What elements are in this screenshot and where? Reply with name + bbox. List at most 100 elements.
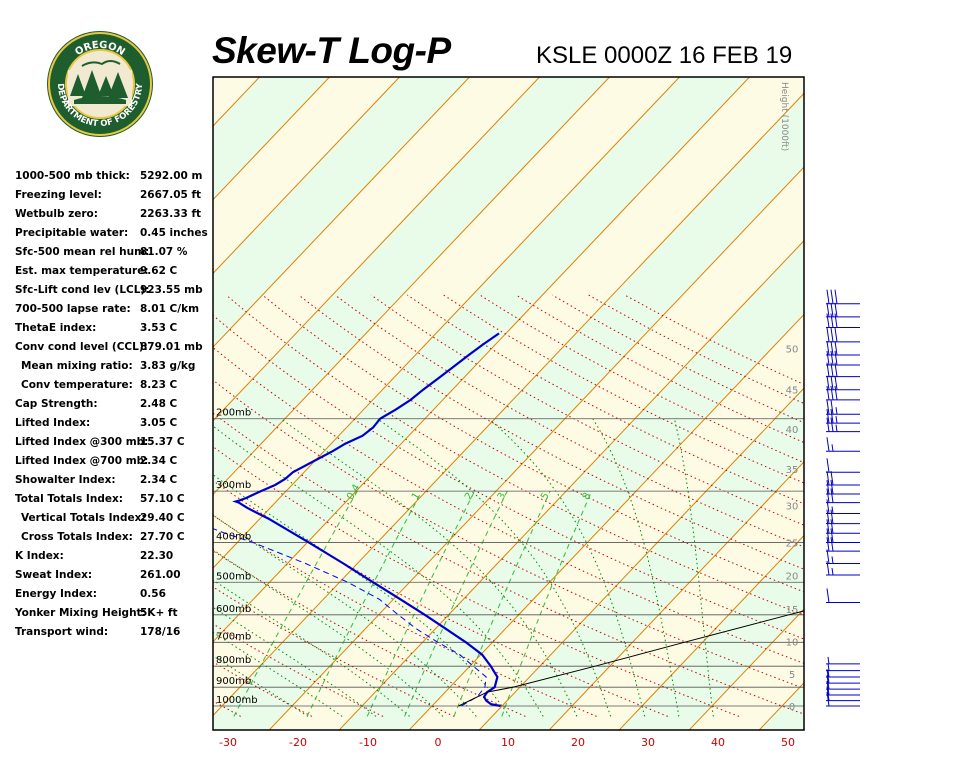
wind-barb-flag (826, 499, 830, 514)
index-label: K Index: (15, 550, 64, 562)
index-row: Energy Index: 0.56 (15, 586, 215, 605)
moist-adiabat-line (213, 579, 410, 717)
moist-adiabat-line (213, 631, 343, 717)
wind-barb-flag (826, 479, 830, 495)
wind-barb (826, 289, 860, 305)
wind-barb-flag (826, 675, 830, 690)
index-label: Conv cond level (CCL): (15, 341, 148, 353)
isotherm-line (478, 387, 804, 730)
wind-barb (826, 669, 860, 678)
svg-text:OREGON: OREGON (73, 40, 126, 58)
wind-barb-flag (826, 519, 830, 534)
pressure-label: 300mb (216, 480, 251, 491)
wind-barb-flag (826, 537, 830, 552)
wind-barb (826, 663, 860, 672)
wind-barb (826, 400, 860, 415)
wind-barb (826, 458, 860, 473)
index-row: Sfc-500 mean rel hum: 81.07 % (15, 244, 215, 263)
mixing-ratio-label: 8 (581, 491, 594, 502)
wind-barb-flag (826, 327, 830, 342)
wind-barb-flag (830, 479, 834, 495)
wind-barb-flag (826, 417, 830, 432)
wind-barb (826, 519, 860, 534)
wind-barb-flag (830, 409, 834, 424)
pressure-label: 1000mb (216, 695, 258, 706)
wind-barb-flag (830, 537, 834, 552)
wind-barb (826, 302, 860, 318)
wind-barb-flag (830, 528, 834, 543)
wind-barb-half-flag (831, 556, 834, 564)
wind-barb-half-flag (835, 424, 838, 432)
wind-barb (826, 499, 860, 514)
index-row: Cap Strength: 2.48 C (15, 396, 215, 415)
wind-barb-flag (826, 691, 830, 707)
index-value: 2.48 C (140, 398, 178, 410)
index-label: Lifted Index: (15, 417, 91, 429)
index-label: Yonker Mixing Height: (15, 607, 146, 619)
pressure-label: 500mb (216, 571, 251, 582)
index-label: Sweat Index: (15, 569, 93, 581)
index-row: Est. max temperature: 9.62 C (15, 263, 215, 282)
height-tick-label: 10 (786, 637, 799, 648)
index-label: Showalter Index: (15, 474, 116, 486)
index-label: Total Totals Index: (15, 493, 123, 505)
index-label: Precipitable water: (15, 227, 129, 239)
index-value: 29.40 C (140, 512, 185, 524)
height-tick-label: 50 (786, 345, 799, 356)
wind-barb-half-flag (827, 663, 830, 671)
wind-barb-half-flag (835, 407, 838, 415)
index-value: 9.62 C (140, 265, 178, 277)
isotherm-line (213, 77, 681, 569)
index-row: Cross Totals Index: 27.70 C (15, 529, 215, 548)
wind-barb (826, 588, 860, 604)
isotherm-line (618, 534, 804, 730)
wind-barb (826, 656, 860, 665)
wind-barb-flag (826, 375, 830, 390)
wind-barb-flag (834, 385, 838, 400)
index-label: Freezing level: (15, 189, 102, 201)
wind-barb (826, 669, 860, 684)
series-parcel-line (458, 610, 804, 707)
index-label: Cap Strength: (15, 398, 98, 410)
wind-barb-flag (830, 385, 834, 400)
wind-barb-flag (834, 313, 838, 328)
index-label: Wetbulb zero: (15, 208, 98, 220)
wind-barb-flag (830, 400, 834, 415)
wind-barb-half-flag (831, 567, 834, 576)
wind-barb-flag (826, 588, 830, 603)
index-value: 57.10 C (140, 493, 185, 505)
wind-barb-flag (830, 470, 834, 486)
oregon-department-of-forestry-logo: OREGON DEPARTMENT OF FORESTRY (47, 31, 153, 137)
isotherm-line (213, 77, 471, 348)
wind-barb-half-flag (835, 416, 838, 424)
wind-barb (826, 327, 860, 343)
index-row: Lifted Index @300 mb: 15.37 C (15, 434, 215, 453)
wind-barb-flag (826, 313, 830, 328)
wind-barb-flag (826, 385, 830, 400)
wind-barb-flag (826, 528, 830, 543)
index-value: 261.00 (140, 569, 181, 581)
moist-adiabat-line (592, 418, 680, 717)
wind-barb (826, 686, 860, 702)
wind-barb-flag (834, 302, 838, 317)
wind-barb-flag (826, 549, 830, 564)
station-time: KSLE 0000Z 16 FEB 19 (536, 42, 793, 69)
pressure-label: 600mb (216, 604, 251, 615)
isotherm-line (213, 77, 611, 496)
index-value: 923.55 mb (140, 284, 203, 296)
wind-barb (826, 417, 860, 433)
chart-title: Skew-T Log-P (212, 30, 451, 71)
x-tick-label: 10 (501, 736, 515, 749)
x-tick-label: 30 (641, 736, 655, 749)
index-label: Cross Totals Index: (21, 531, 133, 543)
isotherm-band (213, 93, 804, 730)
index-row: Lifted Index @700 mb: 2.34 C (15, 453, 215, 472)
wind-barb (826, 537, 860, 552)
index-row: Lifted Index: 3.05 C (15, 415, 215, 434)
isotherm-line (688, 608, 804, 730)
wind-barb-flag (826, 509, 830, 524)
isotherm-band (894, 72, 960, 735)
wind-barb-flag (826, 400, 830, 415)
wind-barb-flag (826, 409, 830, 424)
dry-adiabat-line (213, 514, 597, 717)
